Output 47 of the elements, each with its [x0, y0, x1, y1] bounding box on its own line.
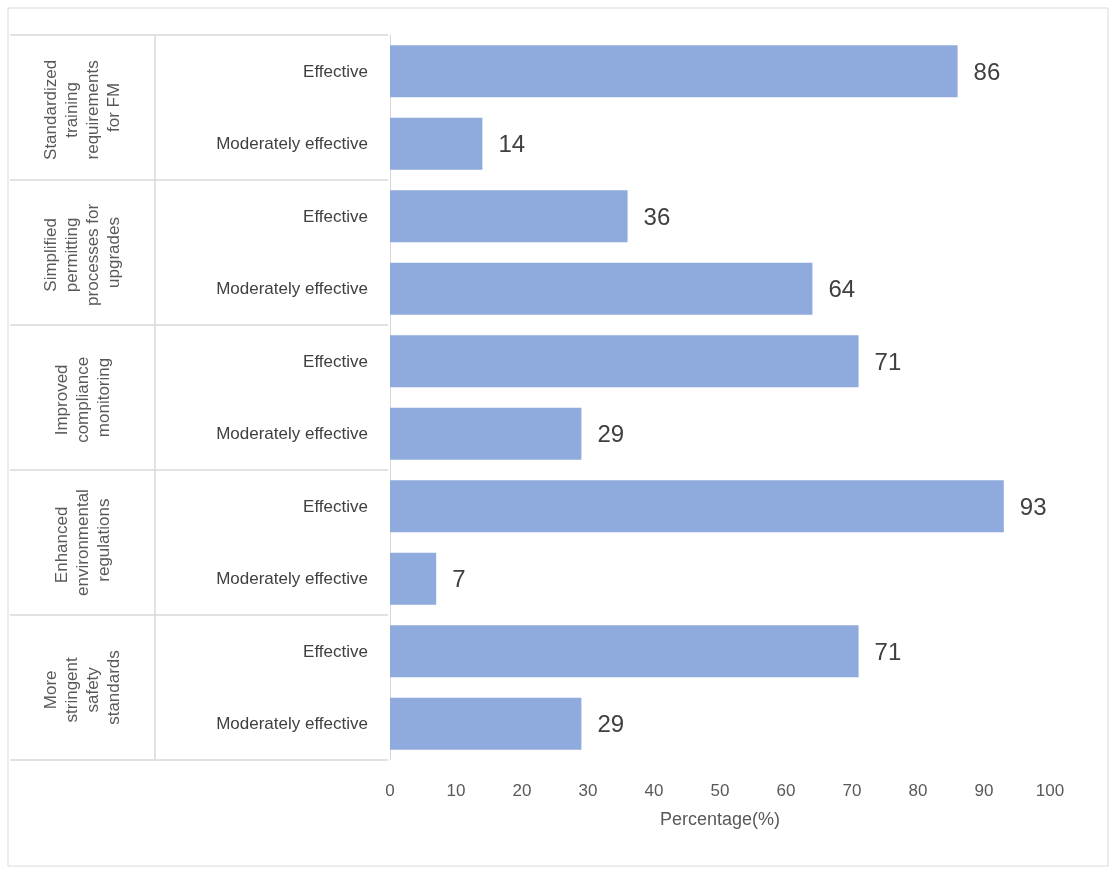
x-tick-label: 40 [644, 781, 664, 800]
data-label: 14 [498, 130, 526, 158]
bar [390, 697, 582, 750]
x-tick-label: 60 [776, 781, 796, 800]
bar [390, 407, 582, 460]
data-label: 29 [597, 420, 625, 448]
text: Standardized training requirements for FM [41, 55, 123, 160]
data-label: 36 [643, 202, 671, 230]
x-tick-label: 70 [842, 781, 862, 800]
text: Improved compliance monitoring [51, 352, 113, 443]
y-tick-label: Moderately effective [216, 424, 368, 444]
bar [390, 480, 1004, 533]
x-tick-label: 0 [385, 781, 395, 800]
bar [390, 625, 859, 678]
y-tick-label: Moderately effective [216, 714, 368, 734]
data-label: 71 [874, 347, 902, 375]
data-label: 86 [973, 57, 1001, 85]
x-tick-label: 80 [908, 781, 928, 800]
y-tick-label: Moderately effective [216, 134, 368, 154]
x-tick-label: 90 [974, 781, 994, 800]
bar [390, 117, 483, 170]
text: Enhanced environmental regulations [51, 489, 113, 596]
x-tick-label: 10 [446, 781, 466, 800]
y-tick-label: Moderately effective [216, 279, 368, 299]
text: Simplified permitting processes for upgrades [41, 199, 123, 306]
y-tick-label: Effective [303, 351, 368, 371]
y-tick-label: Effective [303, 61, 368, 81]
bar [390, 190, 628, 243]
y-tick-label: Moderately effective [216, 569, 368, 589]
bar [390, 552, 437, 605]
text: More stringent safety standards [41, 650, 123, 725]
x-tick-label: 50 [710, 781, 730, 800]
x-tick-label: 20 [512, 781, 532, 800]
data-label: 93 [1019, 492, 1047, 520]
x-axis-title: Percentage(%) [659, 809, 781, 829]
data-label: 64 [828, 275, 856, 303]
data-label: 7 [452, 565, 466, 593]
data-label: 71 [874, 637, 902, 665]
data-label: 29 [597, 710, 625, 738]
x-tick-label: 30 [578, 781, 598, 800]
y-tick-label: Effective [303, 496, 368, 516]
bar [390, 262, 813, 315]
y-tick-label: Effective [303, 206, 368, 226]
x-tick-label: 100 [1035, 781, 1065, 800]
bar [390, 45, 958, 98]
y-tick-label: Effective [303, 641, 368, 661]
bar [390, 335, 859, 388]
